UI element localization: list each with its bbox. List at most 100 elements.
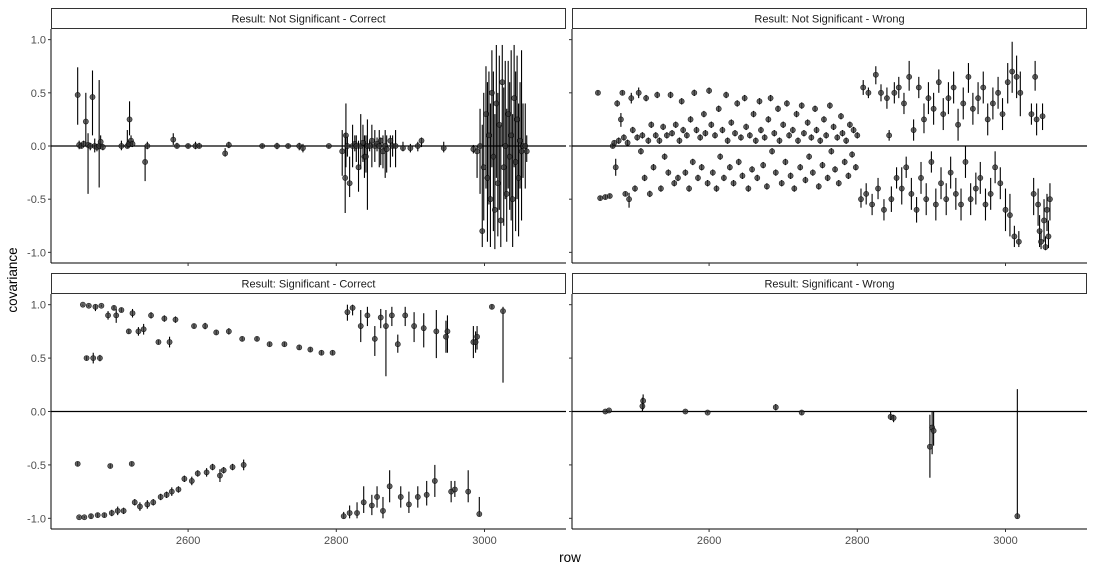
data-point [368, 502, 375, 509]
y-tick-label: -1.0 [27, 247, 46, 259]
data-point [984, 116, 991, 123]
data-point [614, 100, 621, 107]
strip-header [572, 273, 1087, 294]
data-point [140, 326, 147, 333]
data-point [342, 175, 349, 181]
data-point [629, 127, 636, 133]
data-point [730, 180, 737, 187]
data-point [484, 175, 491, 181]
data-point [689, 159, 696, 165]
data-point [972, 185, 979, 192]
data-point [893, 175, 900, 181]
data-point [809, 169, 816, 176]
data-point [383, 323, 389, 329]
data-point [680, 127, 687, 133]
data-point [126, 116, 133, 123]
data-point [663, 132, 670, 139]
data-point [639, 132, 646, 139]
data-point [672, 121, 679, 128]
data-point [783, 100, 790, 107]
data-point [135, 328, 142, 335]
data-point [987, 190, 994, 197]
data-point [745, 185, 752, 192]
y-tick-label: 0.5 [31, 353, 46, 365]
data-point [860, 84, 867, 91]
data-point [750, 111, 757, 117]
data-point [1044, 206, 1050, 213]
data-point [166, 339, 173, 345]
data-point [648, 121, 655, 128]
data-point [927, 443, 933, 450]
data-point [202, 323, 209, 329]
data-point [161, 315, 168, 322]
data-point [414, 143, 421, 149]
data-point [497, 217, 504, 224]
data-point [776, 137, 783, 144]
data-point [175, 486, 182, 493]
data-point [798, 409, 805, 416]
data-point [775, 105, 781, 112]
data-point [795, 137, 801, 144]
data-point [97, 138, 104, 145]
data-point [830, 123, 837, 130]
data-point [769, 148, 775, 155]
data-point [451, 486, 458, 493]
data-point [739, 172, 746, 179]
data-point [704, 409, 711, 416]
data-point [763, 183, 770, 190]
data-point [113, 312, 120, 319]
data-point [129, 140, 136, 147]
data-point [923, 196, 930, 203]
data-point [1039, 113, 1046, 120]
data-point [665, 169, 672, 176]
data-point [619, 89, 626, 96]
data-point [624, 139, 631, 146]
data-point [131, 499, 138, 506]
data-point [765, 116, 772, 123]
data-point [656, 137, 663, 144]
data-point [476, 511, 483, 517]
data-point [1041, 217, 1047, 224]
data-point [682, 408, 689, 415]
y-tick-label: 1.0 [31, 35, 46, 47]
data-point [493, 100, 500, 107]
data-layer [595, 41, 1053, 251]
data-point [83, 355, 90, 361]
data-point [808, 134, 815, 141]
data-point [682, 169, 689, 176]
data-point [698, 164, 705, 171]
data-point [943, 196, 950, 203]
data-point [843, 137, 850, 144]
data-point [754, 175, 761, 181]
data-point [839, 130, 846, 137]
data-point [913, 206, 920, 213]
data-point [999, 111, 1006, 117]
data-point [392, 143, 399, 149]
data-point [1030, 190, 1037, 197]
data-point [772, 169, 779, 176]
data-point [105, 312, 111, 319]
data-point [296, 344, 303, 351]
data-point [222, 150, 229, 157]
data-point [185, 143, 191, 149]
data-point [168, 488, 175, 495]
data-point [363, 153, 369, 160]
data-point [989, 100, 996, 107]
data-point [980, 84, 987, 91]
data-point [157, 494, 164, 500]
strip-label: Result: Significant - Wrong [764, 279, 894, 291]
data-point [1042, 244, 1049, 250]
data-point [1045, 233, 1052, 240]
data-point [828, 148, 835, 155]
x-tick-label: 2800 [324, 535, 348, 547]
data-point [502, 143, 509, 149]
data-point [906, 73, 913, 80]
data-point [838, 113, 844, 120]
data-point [374, 494, 380, 500]
data-point [376, 143, 383, 149]
strip-label: Result: Not Significant - Wrong [754, 14, 904, 26]
data-point [414, 494, 421, 500]
data-point [394, 341, 401, 348]
data-point [220, 467, 227, 474]
data-point [945, 95, 952, 102]
